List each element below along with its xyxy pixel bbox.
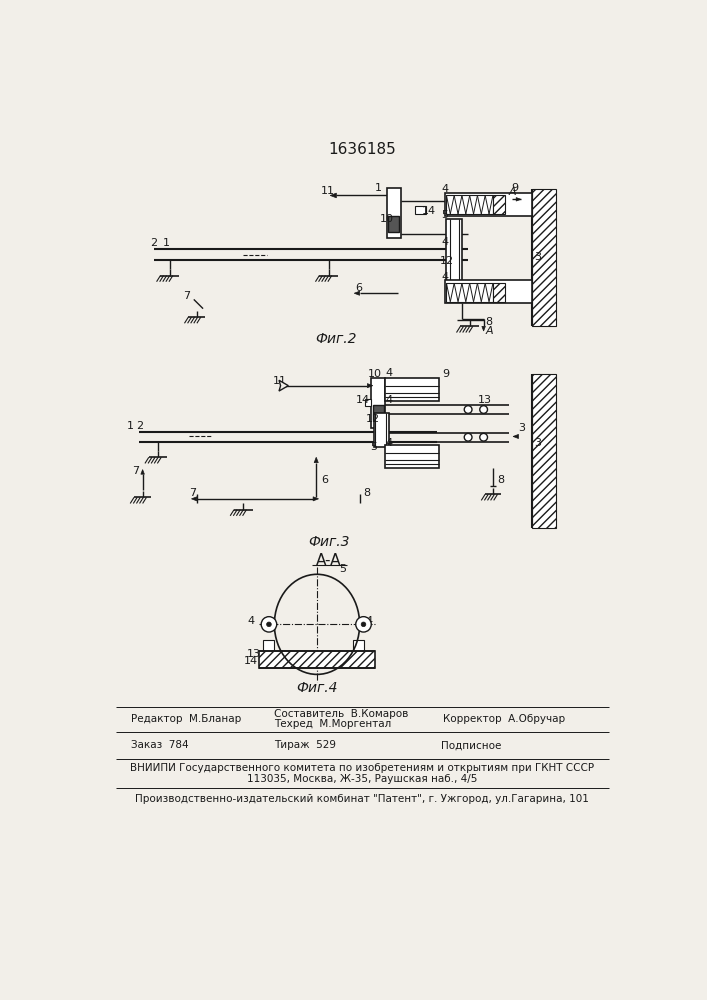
Text: 5: 5	[441, 210, 448, 220]
Text: 1: 1	[127, 421, 134, 431]
Circle shape	[267, 622, 271, 627]
Text: 8: 8	[363, 488, 370, 498]
Text: 5: 5	[339, 564, 346, 574]
Text: 1636185: 1636185	[328, 142, 396, 157]
Circle shape	[361, 622, 366, 627]
Bar	[388, 216, 399, 232]
Text: ВНИИПИ Государственного комитета по изобретениям и открытиям при ГКНТ СССР: ВНИИПИ Государственного комитета по изоб…	[130, 763, 594, 773]
Bar	[263, 640, 274, 651]
Text: 10: 10	[368, 369, 381, 379]
Text: Фиг.2: Фиг.2	[315, 332, 357, 346]
Polygon shape	[516, 198, 521, 201]
Bar	[532, 374, 556, 528]
Text: A: A	[508, 187, 516, 197]
Bar	[446, 195, 493, 214]
Text: 12: 12	[440, 256, 454, 266]
Circle shape	[464, 406, 472, 413]
Text: Редактор  М.Бланар: Редактор М.Бланар	[131, 714, 241, 724]
Text: Производственно-издательский комбинат "Патент", г. Ужгород, ул.Гагарина, 101: Производственно-издательский комбинат "П…	[135, 794, 589, 804]
Text: 2: 2	[151, 238, 158, 248]
Text: 14: 14	[421, 206, 436, 216]
Text: 7: 7	[189, 488, 197, 498]
Text: 2: 2	[136, 421, 144, 431]
Bar	[416, 206, 426, 214]
Text: 7: 7	[132, 466, 139, 476]
Bar	[493, 283, 505, 302]
Bar	[445, 193, 532, 216]
Bar	[365, 399, 371, 406]
Text: 11: 11	[321, 186, 335, 196]
Text: Заказ  784: Заказ 784	[131, 740, 189, 750]
Bar	[353, 640, 363, 651]
Polygon shape	[368, 384, 373, 388]
Polygon shape	[279, 380, 288, 391]
Circle shape	[480, 433, 488, 441]
Text: 4: 4	[385, 438, 392, 448]
Text: 4: 4	[385, 395, 392, 405]
Text: 14: 14	[356, 395, 370, 405]
Text: 4: 4	[247, 615, 255, 626]
Text: 13: 13	[247, 649, 262, 659]
Polygon shape	[354, 291, 360, 295]
Polygon shape	[513, 434, 518, 439]
Text: 11: 11	[273, 376, 287, 386]
Text: 8: 8	[497, 475, 504, 485]
Text: 4: 4	[441, 237, 448, 247]
Polygon shape	[482, 326, 486, 331]
Text: 10: 10	[380, 214, 394, 224]
Text: 14: 14	[243, 656, 257, 666]
Bar	[373, 413, 389, 447]
Text: 12: 12	[366, 414, 380, 424]
Text: 5: 5	[370, 442, 377, 452]
Text: 1: 1	[375, 183, 382, 193]
Bar	[445, 280, 532, 303]
Circle shape	[464, 433, 472, 441]
Circle shape	[356, 617, 371, 632]
Polygon shape	[314, 457, 318, 463]
Text: 7: 7	[183, 291, 190, 301]
Text: 3: 3	[518, 423, 525, 433]
Text: 4: 4	[385, 368, 392, 378]
Bar	[371, 378, 385, 428]
Text: Составитель  В.Комаров: Составитель В.Комаров	[274, 709, 409, 719]
Text: 8: 8	[485, 317, 492, 327]
Bar	[446, 219, 462, 296]
Bar	[446, 283, 493, 302]
Polygon shape	[330, 193, 337, 198]
Text: 4: 4	[441, 184, 448, 194]
Polygon shape	[192, 497, 197, 501]
Text: Подписное: Подписное	[441, 740, 501, 750]
Text: Корректор  А.Обручар: Корректор А.Обручар	[443, 714, 566, 724]
Text: 13: 13	[478, 395, 492, 405]
Polygon shape	[313, 497, 319, 501]
Text: 3: 3	[534, 252, 541, 262]
Text: Фиг.4: Фиг.4	[296, 681, 338, 695]
Text: 6: 6	[321, 475, 328, 485]
Bar	[385, 445, 440, 468]
Bar	[387, 188, 401, 238]
Bar	[532, 189, 556, 326]
Text: 9: 9	[443, 369, 450, 379]
Bar	[259, 651, 375, 668]
Bar	[493, 195, 505, 214]
Text: 1: 1	[163, 238, 170, 248]
Bar	[385, 378, 440, 401]
Text: 113035, Москва, Ж-35, Раушская наб., 4/5: 113035, Москва, Ж-35, Раушская наб., 4/5	[247, 774, 477, 784]
Bar	[373, 405, 384, 420]
Text: 3: 3	[534, 438, 541, 448]
Text: 4: 4	[441, 272, 448, 282]
Text: Фиг.3: Фиг.3	[308, 535, 349, 549]
Text: Техред  М.Моргентал: Техред М.Моргентал	[274, 719, 392, 729]
Polygon shape	[141, 470, 144, 474]
Text: Тираж  529: Тираж 529	[274, 740, 337, 750]
Text: 4: 4	[365, 615, 372, 626]
Text: 6: 6	[355, 283, 362, 293]
Circle shape	[261, 617, 276, 632]
Text: A: A	[485, 326, 493, 336]
Circle shape	[480, 406, 488, 413]
Text: A-A: A-A	[316, 553, 341, 568]
Text: 9: 9	[512, 183, 519, 193]
